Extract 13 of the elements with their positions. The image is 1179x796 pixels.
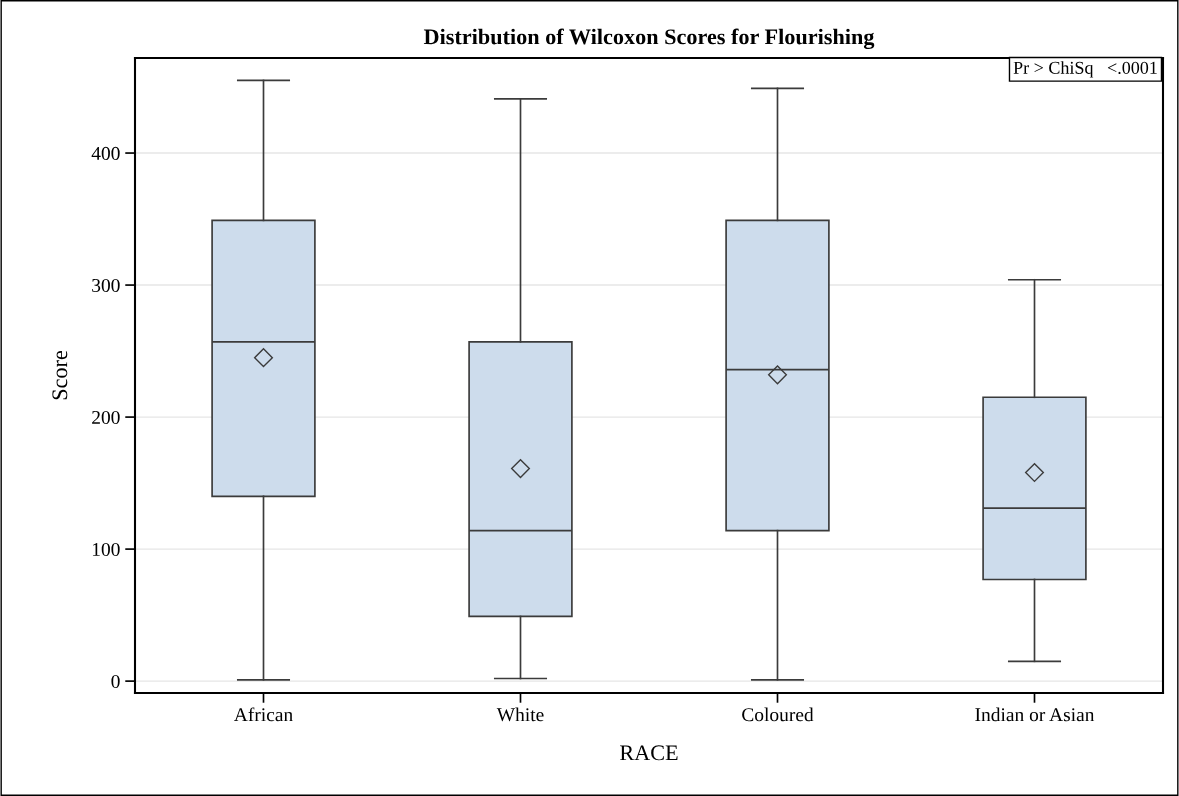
y-tick-label: 100: [92, 542, 120, 557]
x-axis-title: RACE: [620, 745, 678, 761]
y-tick-label: 300: [92, 278, 120, 293]
x-tick-label: White: [496, 707, 544, 722]
y-tick-label: 200: [92, 410, 120, 425]
x-tick-label: African: [234, 707, 293, 722]
y-axis-title: Score: [52, 350, 68, 400]
y-tick-label: 0: [111, 674, 120, 689]
y-tick-label: 400: [91, 146, 120, 160]
x-tick-label: Coloured: [742, 707, 814, 722]
annotation: Pr > ChiSq <.0001: [1013, 61, 1157, 78]
chart-title: Distribution of Wilcoxon Scores for Flourishing: [423, 28, 875, 50]
x-tick-label: Indian or Asian: [975, 707, 1095, 722]
